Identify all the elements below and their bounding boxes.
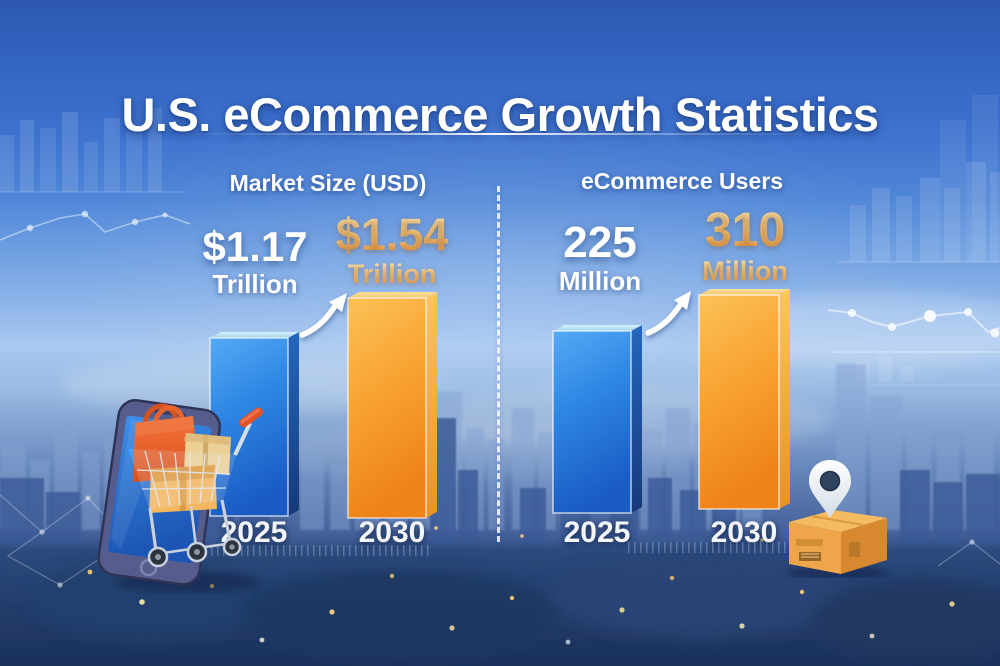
page-title: U.S. eCommerce Growth Statistics — [121, 88, 879, 142]
x-axis-label-market-2030: 2030 — [358, 516, 426, 549]
value-market-2025: $1.17 Trillion — [193, 223, 317, 299]
value-users-2030: 310 Million — [680, 207, 810, 285]
value-number: 225 — [563, 218, 637, 267]
bar-ecommerce-users-2030 — [698, 289, 790, 510]
value-number: $1.17 — [202, 223, 308, 270]
faint-line-chart-right — [827, 308, 1000, 338]
package-location-pin-icon — [788, 460, 888, 578]
section-title-market-size: Market Size (USD) — [229, 170, 427, 196]
value-users-2025: 225 Million — [538, 218, 662, 296]
ruler-ticks-left — [205, 545, 433, 556]
delivery-box-icon — [789, 510, 887, 574]
value-unit: Trillion — [212, 268, 298, 299]
city-lights — [87, 526, 955, 645]
faint-line-chart-left — [0, 210, 191, 241]
faint-bar-chart-left — [0, 108, 185, 193]
network-mesh-right — [937, 539, 1000, 567]
cart-wheels — [147, 537, 242, 568]
shopping-cart-icon — [128, 407, 263, 568]
value-market-2030: $1.54 Trillion — [324, 212, 460, 288]
title-underline-divider — [180, 133, 820, 135]
value-unit: Million — [680, 257, 810, 285]
vertical-dashed-divider — [497, 186, 500, 542]
growth-arrow-left-icon — [299, 293, 347, 338]
value-number: 310 — [680, 207, 810, 255]
ruler-ticks-right — [628, 542, 873, 553]
x-axis-label-users-2025: 2025 — [563, 516, 631, 549]
value-unit: Trillion — [324, 260, 460, 288]
value-number: $1.54 — [324, 212, 460, 257]
x-axis-label-users-2030: 2030 — [710, 516, 778, 549]
bar-ecommerce-users-2025 — [552, 325, 642, 514]
growth-arrow-right-icon — [645, 291, 691, 336]
bars-group — [209, 289, 790, 519]
location-pin-icon — [809, 460, 851, 518]
faint-bar-chart-right — [830, 95, 1000, 386]
smartphone-shopping-cart-icon — [97, 399, 263, 592]
bar-market-size-usd--2030 — [347, 292, 437, 519]
value-unit: Million — [558, 265, 642, 296]
section-title-ecommerce-users: eCommerce Users — [580, 168, 783, 194]
